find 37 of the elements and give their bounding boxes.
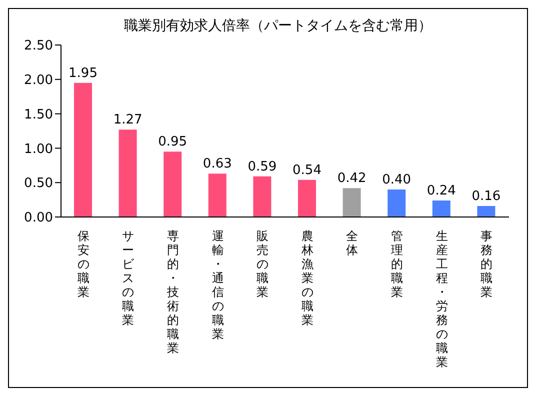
data-label: 0.63 [202,156,232,172]
category-label: 生産工程・労務の職業 [436,229,448,369]
y-tick-label: 2.00 [24,73,53,88]
x-tick-label: 農林漁業の職業 [300,229,314,327]
x-tick-label: 全体 [346,229,358,257]
bar [164,152,182,217]
data-label: 0.54 [292,162,322,178]
x-tick-label: 販売の職業 [256,229,269,299]
x-tick-label: 事務的職業 [480,229,493,299]
data-label: 1.95 [68,66,98,81]
bar [298,180,316,217]
bar [208,174,226,217]
x-tick-label: 保安の職業 [77,229,90,299]
category-label: 専門的・技術的職業 [167,229,179,355]
y-tick-label: 0.50 [24,176,53,192]
bar [74,82,92,217]
bar [477,206,496,217]
x-tick-label: 管理的職業 [391,229,403,299]
data-label: 0.95 [158,134,188,150]
y-tick-label: 1.50 [24,107,53,122]
data-label: 0.59 [248,159,277,174]
data-label: 1.27 [113,112,142,128]
chart-title: 職業別有効求人倍率（パートタイムを含む常用） [123,17,433,35]
bar [388,189,406,217]
bar [342,188,361,217]
data-label: 0.40 [382,172,412,188]
data-label: 0.42 [337,171,366,186]
data-label: 0.24 [426,183,456,198]
bar [432,200,450,217]
y-tick-label: 0.00 [24,210,53,226]
y-tick-label: 1.00 [24,142,53,157]
bar [118,130,137,217]
bar [253,176,272,217]
x-tick-label: 運輸・通信の職業 [212,229,224,341]
data-label: 0.16 [472,188,501,204]
x-tick-label: サービスの職業 [122,229,136,327]
y-tick-label: 2.50 [24,38,53,54]
